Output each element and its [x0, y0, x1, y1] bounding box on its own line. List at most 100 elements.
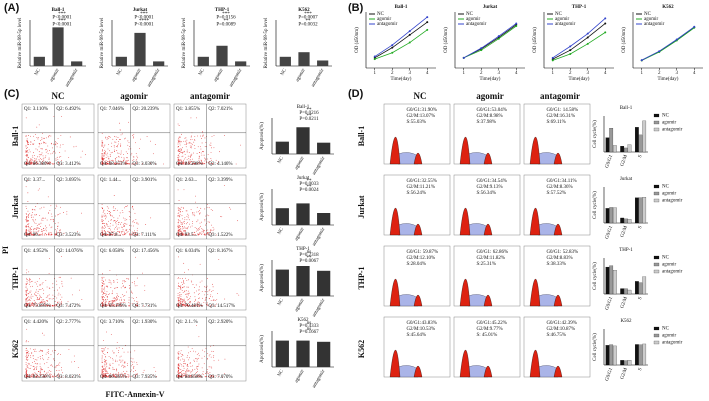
- event-dot: [183, 189, 185, 191]
- event-dot: [60, 144, 61, 146]
- event-dot: [194, 226, 196, 228]
- event-dot: [103, 293, 105, 294]
- phase-label: G2/M:16.31%: [546, 114, 575, 119]
- quadrant-label: Q3: 4.146%: [208, 162, 232, 167]
- event-dot: [126, 229, 128, 231]
- event-dot: [119, 161, 121, 163]
- event-dot: [103, 209, 105, 211]
- event-dot: [26, 360, 28, 361]
- event-dot: [25, 186, 27, 188]
- event-dot: [30, 290, 32, 292]
- event-dot: [178, 351, 180, 352]
- event-dot: [28, 149, 30, 151]
- event-dot: [180, 206, 182, 208]
- event-dot: [39, 223, 41, 225]
- event-dot: [116, 146, 117, 147]
- event-dot: [207, 291, 209, 293]
- event-dot: [64, 376, 66, 378]
- event-dot: [101, 163, 103, 165]
- event-dot: [194, 232, 196, 234]
- event-dot: [128, 285, 130, 286]
- event-dot: [26, 155, 28, 157]
- event-dot: [47, 304, 49, 306]
- event-dot: [37, 162, 39, 164]
- event-dot: [39, 373, 41, 375]
- event-dot: [31, 297, 32, 299]
- event-dot: [204, 160, 206, 162]
- bar: [296, 203, 310, 225]
- event-dot: [180, 230, 182, 232]
- event-dot: [182, 211, 184, 212]
- event-dot: [27, 141, 28, 142]
- row-label: K562: [357, 340, 366, 358]
- event-dot: [203, 154, 205, 156]
- event-dot: [50, 364, 52, 366]
- event-dot: [102, 305, 104, 307]
- event-dot: [194, 305, 195, 307]
- event-dot: [112, 362, 114, 364]
- event-dot: [42, 158, 44, 160]
- bar: [153, 61, 165, 66]
- event-dot: [197, 135, 198, 137]
- event-dot: [189, 370, 191, 372]
- event-dot: [183, 298, 185, 300]
- event-dot: [189, 357, 190, 359]
- point: [426, 21, 429, 24]
- event-dot: [107, 138, 109, 139]
- event-dot: [36, 289, 37, 291]
- event-dot: [178, 209, 180, 211]
- event-dot: [186, 223, 187, 225]
- event-dot: [120, 153, 122, 155]
- event-dot: [41, 299, 43, 301]
- event-dot: [196, 303, 197, 305]
- event-dot: [29, 304, 30, 306]
- chart-title: THP-1: [296, 247, 310, 252]
- event-dot: [198, 336, 200, 338]
- event-dot: [50, 135, 52, 137]
- event-dot: [199, 305, 201, 307]
- y-axis-label: OD (450nm): [533, 27, 538, 53]
- bar: [642, 120, 647, 153]
- phase-label: S:28.04%: [406, 262, 426, 267]
- event-dot: [193, 144, 195, 146]
- event-dot: [184, 234, 186, 236]
- x-tick-label: NC: [277, 227, 285, 236]
- event-dot: [103, 288, 104, 290]
- event-dot: [109, 159, 111, 161]
- event-dot: [134, 285, 136, 287]
- event-dot: [107, 226, 109, 227]
- event-dot: [207, 353, 209, 355]
- event-dot: [190, 209, 192, 211]
- event-dot: [121, 222, 123, 224]
- event-dot: [177, 219, 179, 221]
- event-dot: [126, 278, 127, 280]
- phase-label: G0/G1:32.55%: [406, 179, 436, 184]
- event-dot: [134, 300, 135, 302]
- event-dot: [37, 363, 39, 365]
- event-dot: [195, 373, 197, 374]
- x-tick-label: 1: [641, 71, 644, 76]
- event-dot: [44, 376, 46, 378]
- event-dot: [177, 224, 179, 226]
- event-dot: [119, 356, 121, 358]
- event-dot: [39, 284, 41, 286]
- event-dot: [185, 372, 187, 374]
- event-dot: [101, 146, 103, 147]
- event-dot: [101, 140, 103, 142]
- event-dot: [37, 293, 39, 294]
- event-dot: [35, 351, 37, 353]
- annotation: **: [307, 114, 313, 119]
- event-dot: [34, 293, 35, 295]
- quadrant-label: Q4: 70.481%: [176, 304, 203, 309]
- phase-label: G0/G1: 59.87%: [406, 250, 438, 255]
- event-dot: [26, 223, 28, 225]
- event-dot: [178, 215, 180, 217]
- event-dot: [178, 363, 179, 365]
- event-dot: [110, 234, 111, 236]
- event-dot: [105, 295, 107, 296]
- event-dot: [189, 145, 191, 147]
- event-dot: [182, 286, 184, 288]
- event-dot: [51, 163, 53, 165]
- event-dot: [192, 220, 193, 222]
- bar: [197, 56, 209, 66]
